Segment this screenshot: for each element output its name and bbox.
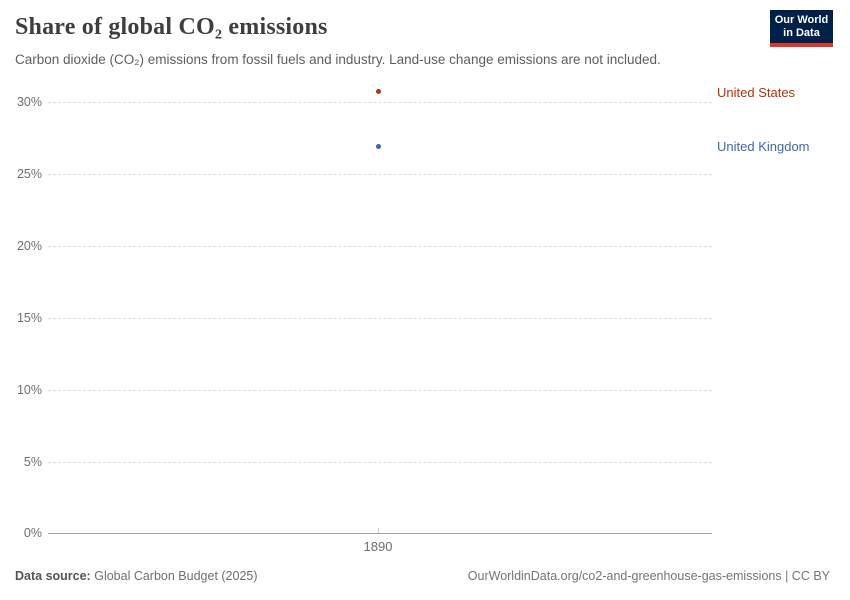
chart-subtitle: Carbon dioxide (CO₂) emissions from foss… bbox=[15, 52, 661, 67]
data-source-value: Global Carbon Budget (2025) bbox=[94, 569, 258, 583]
y-axis-tick-label: 10% bbox=[16, 383, 42, 397]
y-axis-tick-label: 5% bbox=[23, 455, 42, 469]
x-axis-tick bbox=[378, 528, 379, 533]
gridline bbox=[48, 462, 712, 463]
legend-label-united-states[interactable]: United States bbox=[717, 85, 796, 100]
legend-label-united-kingdom[interactable]: United Kingdom bbox=[717, 139, 810, 154]
y-axis-tick-label: 25% bbox=[16, 167, 42, 181]
chart-title: Share of global CO₂ emissions bbox=[15, 14, 328, 40]
y-axis-tick-label: 0% bbox=[23, 526, 42, 540]
y-axis-tick-label: 30% bbox=[16, 95, 42, 109]
owid-logo-line1: Our World bbox=[774, 13, 829, 26]
gridline bbox=[48, 390, 712, 391]
data-source: Data source: Global Carbon Budget (2025) bbox=[15, 569, 258, 583]
owid-logo[interactable]: Our World in Data bbox=[770, 10, 833, 47]
x-axis-line bbox=[48, 533, 712, 534]
data-point-united-states[interactable] bbox=[376, 89, 381, 94]
data-point-united-kingdom[interactable] bbox=[376, 144, 381, 149]
x-axis-tick-label: 1890 bbox=[363, 539, 393, 554]
gridline bbox=[48, 246, 712, 247]
y-axis-tick-label: 15% bbox=[16, 311, 42, 325]
gridline bbox=[48, 102, 712, 103]
gridline bbox=[48, 174, 712, 175]
gridline bbox=[48, 318, 712, 319]
y-axis-tick-label: 20% bbox=[16, 239, 42, 253]
data-source-label: Data source: bbox=[15, 569, 91, 583]
attribution-link[interactable]: OurWorldinData.org/co2-and-greenhouse-ga… bbox=[467, 569, 830, 583]
owid-logo-line2: in Data bbox=[783, 26, 820, 39]
